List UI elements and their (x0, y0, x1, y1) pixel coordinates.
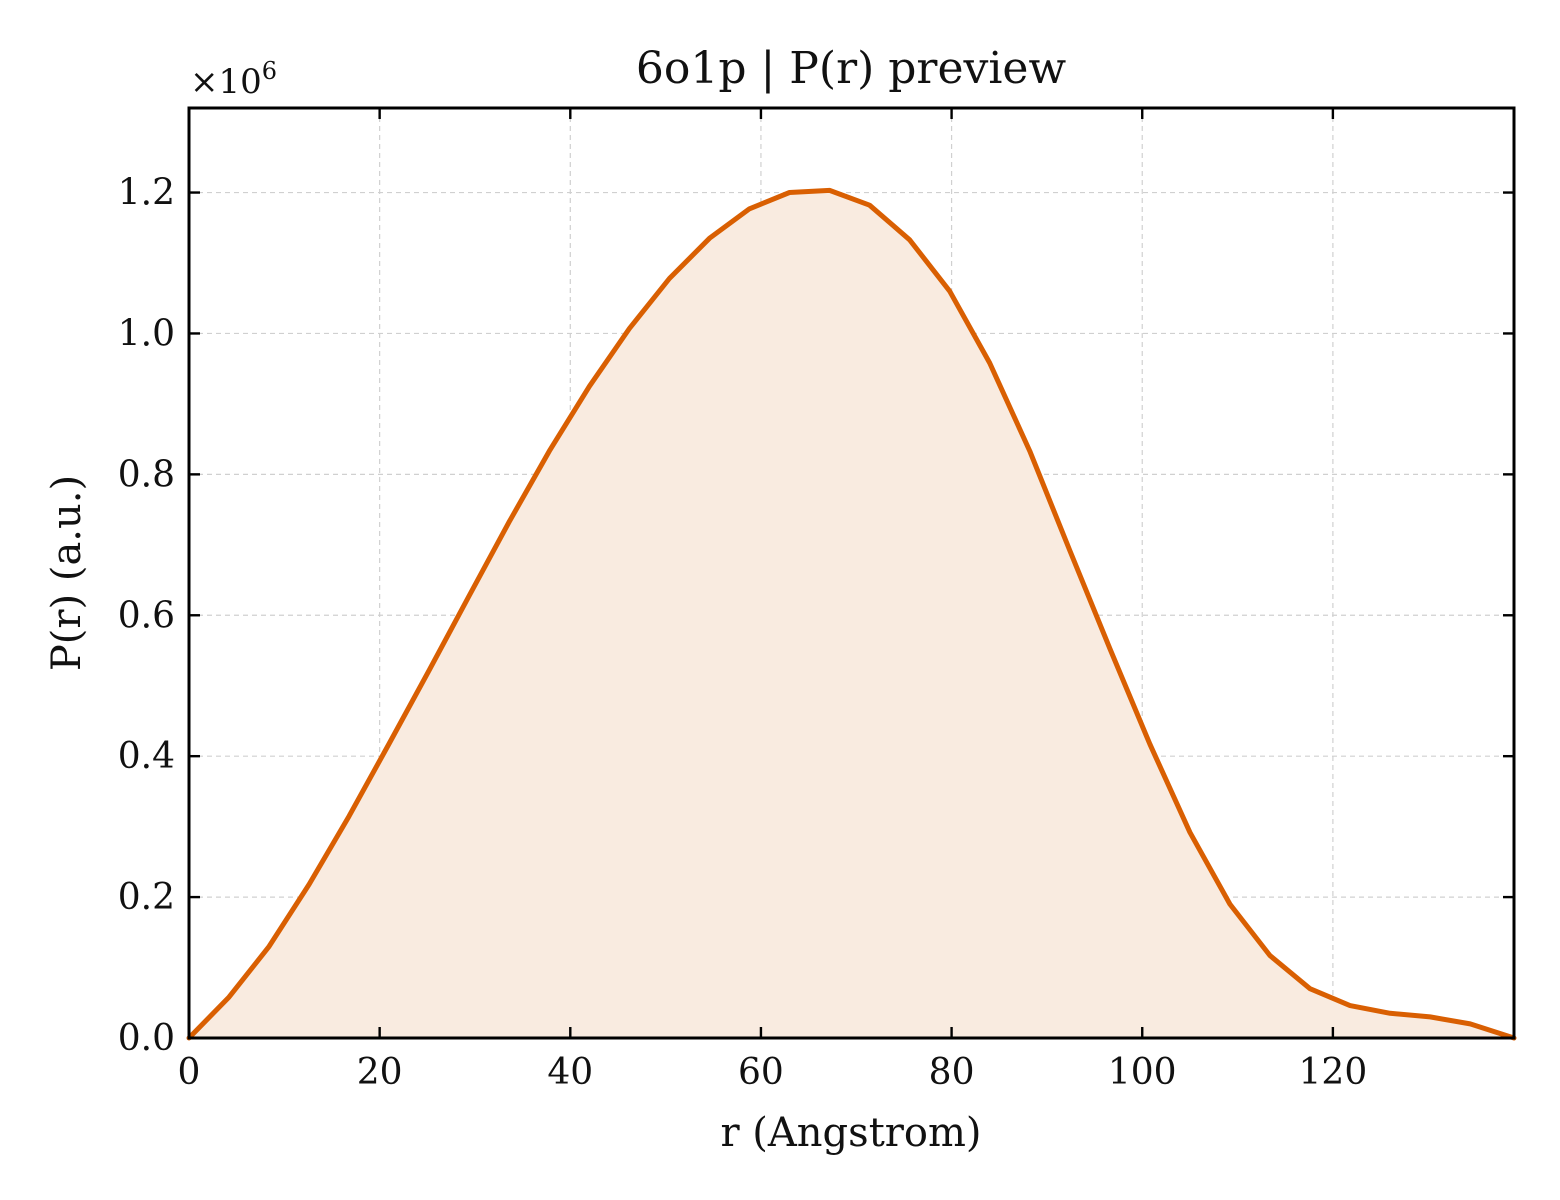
x-tick-label: 100 (1108, 1052, 1177, 1093)
line-layer (186, 187, 1517, 1041)
y-multiplier-exponent: 6 (262, 57, 277, 85)
x-axis-label: r (Angstrom) (720, 1110, 981, 1156)
y-tick-label: 0.6 (118, 595, 175, 636)
chart-title: 6o1p | P(r) preview (636, 43, 1067, 94)
y-tick-label: 0.8 (118, 454, 175, 495)
y-tick-label: 1.2 (118, 173, 175, 214)
area-layer (189, 190, 1514, 1038)
y-tick-label: 1.0 (118, 313, 175, 354)
pr-area-fill (189, 190, 1514, 1038)
y-tick-label: 0.0 (118, 1018, 175, 1059)
x-tick-label: 20 (357, 1052, 403, 1093)
y-multiplier-label: ×106 (190, 57, 277, 102)
y-axis-label: P(r) (a.u.) (44, 475, 90, 671)
x-tick-label: 80 (929, 1052, 975, 1093)
x-tick-label: 120 (1299, 1052, 1368, 1093)
x-axis: 0 20 40 60 80 100 120 (178, 108, 1368, 1093)
x-tick-label: 0 (178, 1052, 201, 1093)
y-tick-label: 0.2 (118, 877, 175, 918)
y-tick-label: 0.4 (118, 736, 175, 777)
pr-series-line (186, 187, 1517, 1041)
y-axis: 0.0 0.2 0.4 0.6 0.8 1.0 1.2 (118, 173, 1514, 1059)
x-tick-label: 60 (738, 1052, 784, 1093)
x-tick-label: 40 (547, 1052, 593, 1093)
plot-frame (187, 106, 1516, 1040)
